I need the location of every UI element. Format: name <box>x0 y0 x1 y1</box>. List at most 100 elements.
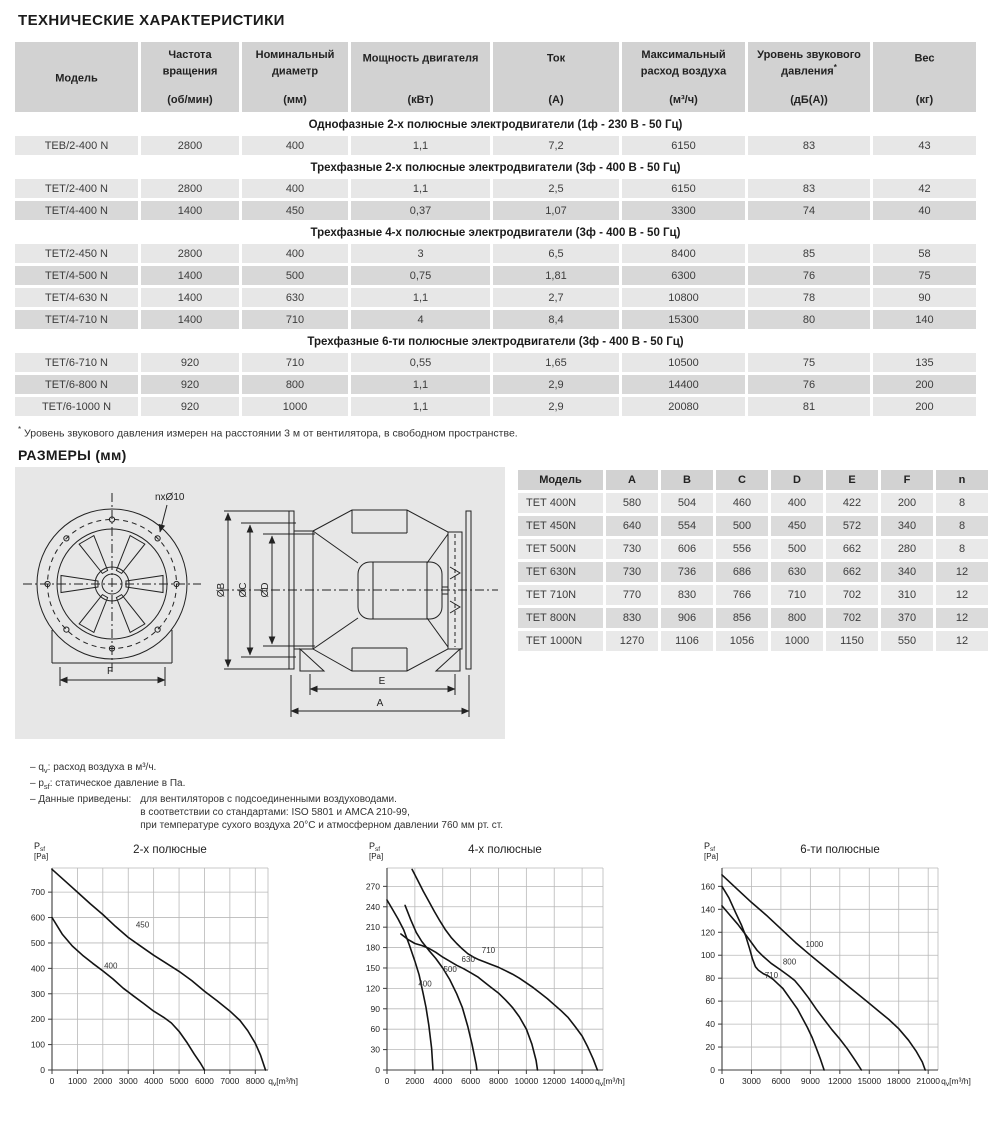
dims-col-n: n <box>936 469 988 490</box>
curve-label-710: 710 <box>482 946 496 955</box>
holes-label: nxØ10 <box>155 492 185 503</box>
table-cell: 6300 <box>622 266 745 285</box>
table-row: ТЕТ/6-1000 N 920 1000 1,1 2,9 20080 81 2… <box>15 397 976 416</box>
y-axis-unit: [Pa] <box>704 852 718 861</box>
x-tick-label: 12000 <box>828 1076 852 1086</box>
model-cell: ТЕВ/2-400 N <box>15 136 138 155</box>
curve-label-500: 500 <box>443 965 457 974</box>
x-tick-label: 18000 <box>887 1076 911 1086</box>
section-title: Трехфазные 4-х полюсные электродвигатели… <box>15 223 976 241</box>
model-cell: ТЕТ/2-400 N <box>15 179 138 198</box>
y-tick-label: 0 <box>710 1065 715 1075</box>
dims-col-c: C <box>716 469 768 490</box>
model-cell: ТЕТ 630N <box>518 561 603 582</box>
table-cell: 43 <box>873 136 976 155</box>
x-tick-label: 2000 <box>405 1076 424 1086</box>
table-cell: 800 <box>771 607 823 628</box>
table-row: ТЕТ 630N 730 736 686 630 662 340 12 <box>518 561 988 582</box>
table-cell: 135 <box>873 353 976 372</box>
y-tick-label: 60 <box>371 1024 381 1034</box>
table-cell: 400 <box>242 244 348 263</box>
x-tick-label: 4000 <box>433 1076 452 1086</box>
table-row: ТЕТ 1000N 1270 1106 1056 1000 1150 550 1… <box>518 630 988 651</box>
y-tick-label: 20 <box>706 1042 716 1052</box>
y-tick-label: 600 <box>31 912 45 922</box>
section-title-row: Однофазные 2-х полюсные электродвигатели… <box>15 115 976 133</box>
x-tick-label: 14000 <box>570 1076 594 1086</box>
table-cell: 75 <box>748 353 870 372</box>
y-tick-label: 500 <box>31 937 45 947</box>
table-cell: 8 <box>936 492 988 513</box>
table-cell: 1056 <box>716 630 768 651</box>
col-header-speed: Частота вращения (об/мин) <box>141 42 239 112</box>
table-cell: 7,2 <box>493 136 619 155</box>
dims-col-f: F <box>881 469 933 490</box>
x-axis-label: qv[m³/h] <box>941 1076 971 1088</box>
table-cell: 1,81 <box>493 266 619 285</box>
table-cell: 920 <box>141 375 239 394</box>
note-data-line: в соответствии со стандартами: ISO 5801 … <box>140 806 410 818</box>
table-cell: 710 <box>771 584 823 605</box>
model-cell: ТЕТ/2-450 N <box>15 244 138 263</box>
dim-b-label: ØB <box>216 582 227 597</box>
dim-d-label: ØD <box>260 582 271 597</box>
section-title: Однофазные 2-х полюсные электродвигатели… <box>15 115 976 133</box>
model-cell: ТЕТ/4-400 N <box>15 201 138 220</box>
table-row: ТЕТ/6-800 N 920 800 1,1 2,9 14400 76 200 <box>15 375 976 394</box>
curve-710 <box>411 868 599 1071</box>
table-cell: 81 <box>748 397 870 416</box>
page-title: ТЕХНИЧЕСКИЕ ХАРАКТЕРИСТИКИ <box>18 12 285 29</box>
curve-450 <box>51 868 267 1071</box>
x-tick-label: 0 <box>50 1076 55 1086</box>
table-cell: 1400 <box>141 310 239 329</box>
x-tick-label: 15000 <box>857 1076 881 1086</box>
table-cell: 0,75 <box>351 266 490 285</box>
table-cell: 15300 <box>622 310 745 329</box>
table-cell: 550 <box>881 630 933 651</box>
table-row: ТЕТ/2-400 N 2800 400 1,1 2,5 6150 83 42 <box>15 179 976 198</box>
y-tick-label: 150 <box>366 962 380 972</box>
table-cell: 3300 <box>622 201 745 220</box>
model-cell: ТЕТ/4-630 N <box>15 288 138 307</box>
table-cell: 630 <box>242 288 348 307</box>
fan-front-view: nxØ10 F <box>23 492 201 686</box>
table-cell: 8400 <box>622 244 745 263</box>
table-row: ТЕТ/4-400 N 1400 450 0,37 1,07 3300 74 4… <box>15 201 976 220</box>
curve-label-630: 630 <box>462 954 476 963</box>
table-row: ТЕТ/4-500 N 1400 500 0,75 1,81 6300 76 7… <box>15 266 976 285</box>
chart-title: 4-х полюсные <box>468 844 542 856</box>
table-cell: 8 <box>936 515 988 536</box>
col-header-model: Модель <box>15 42 138 112</box>
table-cell: 710 <box>242 353 348 372</box>
x-tick-label: 0 <box>385 1076 390 1086</box>
model-cell: ТЕТ 500N <box>518 538 603 559</box>
table-cell: 85 <box>748 244 870 263</box>
table-cell: 40 <box>873 201 976 220</box>
table-cell: 400 <box>771 492 823 513</box>
curve-400 <box>51 916 206 1071</box>
table-cell: 340 <box>881 561 933 582</box>
note-line: – psf: статическое давление в Па. <box>30 777 186 791</box>
y-tick-label: 700 <box>31 887 45 897</box>
table-cell: 400 <box>242 136 348 155</box>
spec-table: Модель Частота вращения (об/мин) Номиналь… <box>12 39 979 419</box>
table-cell: 0,37 <box>351 201 490 220</box>
table-cell: 1400 <box>141 266 239 285</box>
table-cell: 90 <box>873 288 976 307</box>
table-cell: 1150 <box>826 630 878 651</box>
table-cell: 504 <box>661 492 713 513</box>
table-cell: 310 <box>881 584 933 605</box>
table-cell: 8 <box>936 538 988 559</box>
table-cell: 2,9 <box>493 375 619 394</box>
x-tick-label: 8000 <box>246 1076 265 1086</box>
curve-label-400: 400 <box>418 979 432 988</box>
table-cell: 1,07 <box>493 201 619 220</box>
x-tick-label: 9000 <box>801 1076 820 1086</box>
model-cell: ТЕТ/6-800 N <box>15 375 138 394</box>
dimensions-heading: РАЗМЕРЫ (мм) <box>18 446 127 463</box>
y-tick-label: 60 <box>706 996 716 1006</box>
table-cell: 370 <box>881 607 933 628</box>
table-row: ТЕТ 800N 830 906 856 800 702 370 12 <box>518 607 988 628</box>
table-cell: 2800 <box>141 136 239 155</box>
